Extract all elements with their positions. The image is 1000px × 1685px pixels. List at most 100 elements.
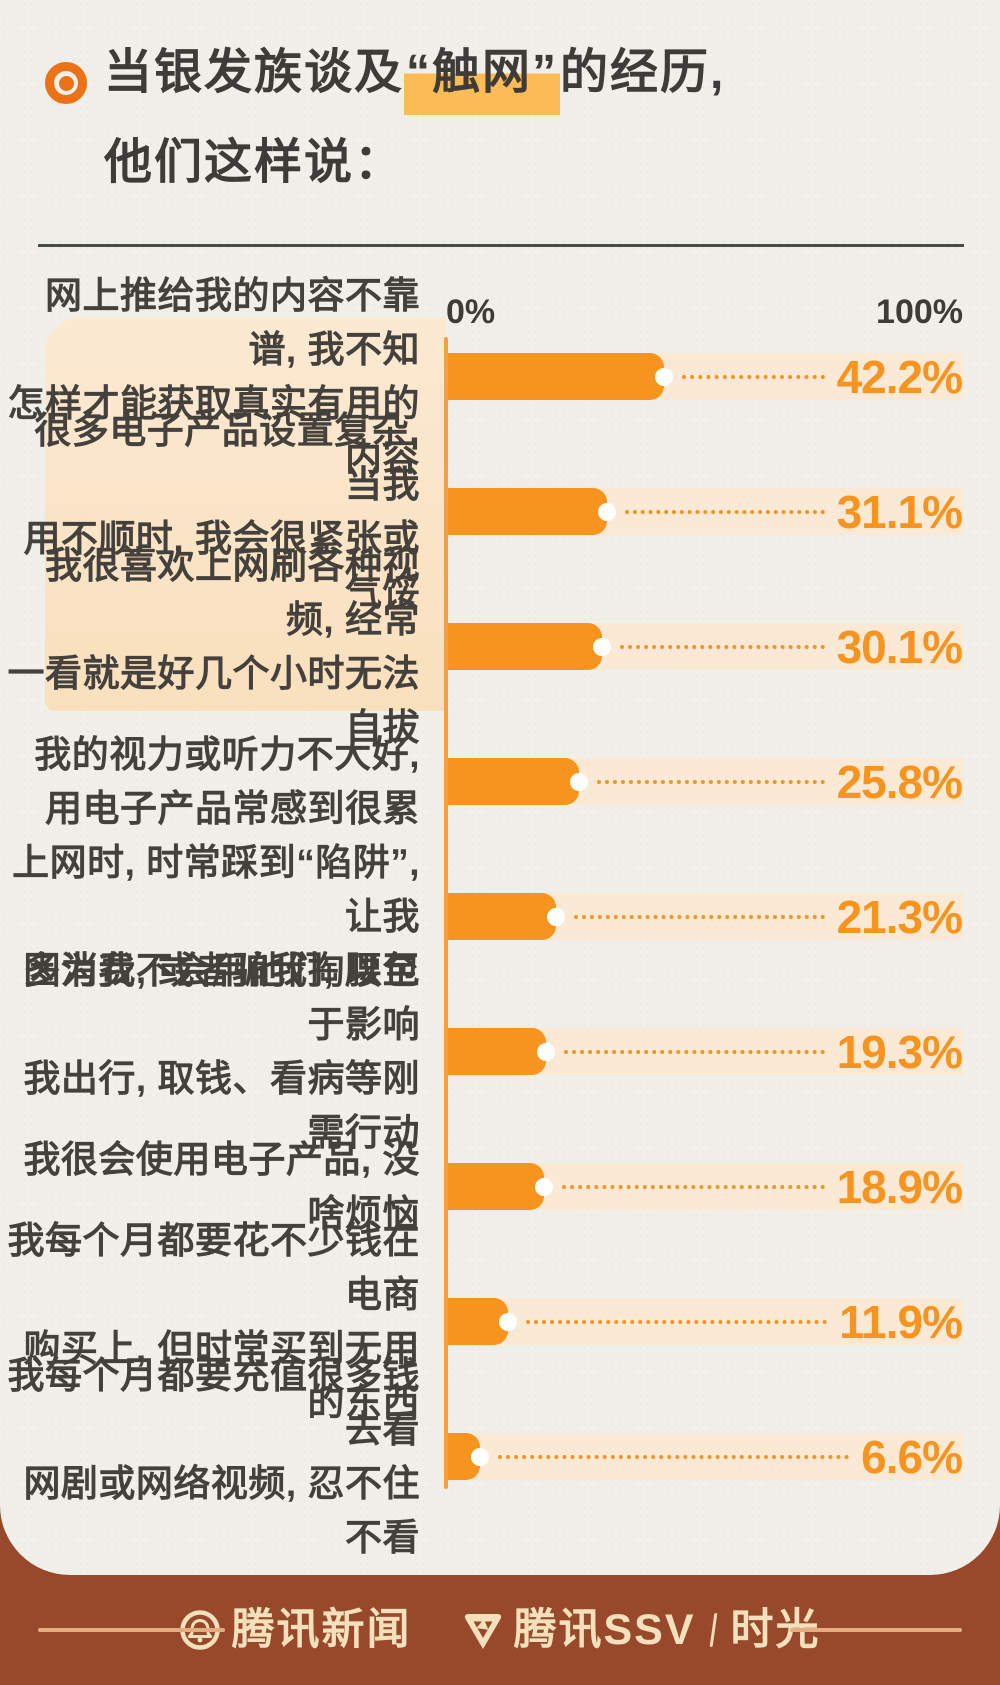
bar xyxy=(446,353,674,400)
bar-endpoint-dot xyxy=(471,1447,490,1466)
row-label-line: 我很会使用电子产品, 没啥烦恼 xyxy=(23,1138,420,1234)
footer-brand-tencent-ssv: 腾讯SSV xyxy=(513,1605,696,1654)
value-label: 31.1% xyxy=(836,485,963,538)
row-label-line: 网上推给我的内容不靠谱, 我不知 xyxy=(45,274,420,370)
value-label: 18.9% xyxy=(836,1160,963,1213)
leader-line xyxy=(561,1184,825,1189)
leader-line xyxy=(525,1319,828,1324)
row-label-line: 用电子产品常感到很累 xyxy=(45,787,420,829)
leader-line xyxy=(597,779,825,784)
row-label-line: 网剧或网络视频, 忍不住不看 xyxy=(23,1462,420,1558)
row-label-line: 上网时, 时常踩到“陷阱”, 让我 xyxy=(12,841,420,937)
title-suffix: 的经历, xyxy=(560,46,726,99)
row-label-line: 一看就是好几个小时无法自拔 xyxy=(7,652,420,748)
infographic-card: 当银发族谈及“触网”的经历, 他们这样说： 0% 100% 网上推给我的内容不靠谱… xyxy=(0,0,1000,1575)
row-label-line: 很多电子产品设置复杂, 当我 xyxy=(34,409,420,505)
chart-row: 网上推给我的内容不靠谱, 我不知 怎样才能获取真实有用的内容 42.2% xyxy=(0,275,1000,478)
value-label: 11.9% xyxy=(839,1295,963,1348)
chart-row: 我很会使用电子产品, 没啥烦恼 18.9% xyxy=(0,1119,1000,1254)
chart-row: 我每个月都要花不少钱在电商 购买上, 但时常买到无用的东西 11.9% xyxy=(0,1220,1000,1423)
value-label: 42.2% xyxy=(836,350,963,403)
leader-line xyxy=(682,374,825,379)
footer-brand-tencent-news: 腾讯新闻 xyxy=(231,1605,412,1654)
axis-labels: 0% 100% xyxy=(446,293,963,332)
divider-line xyxy=(38,244,964,247)
row-label-line: 我出行, 取钱、看病等刚需行动 xyxy=(23,1057,420,1153)
bar-endpoint-dot xyxy=(534,1177,553,1196)
leader-line xyxy=(574,914,825,919)
bar xyxy=(446,623,611,670)
row-label: 很多电子产品设置复杂, 当我 用不顺时, 我会很紧张或气馁 xyxy=(0,404,446,620)
axis-baseline xyxy=(444,337,448,1489)
bar-endpoint-dot xyxy=(570,772,589,791)
value-label: 6.6% xyxy=(861,1430,963,1483)
row-label-line: 用不顺时, 我会很紧张或气馁 xyxy=(23,517,420,613)
row-label: 我每个月都要花不少钱在电商 购买上, 但时常买到无用的东西 xyxy=(0,1214,446,1430)
bar-endpoint-dot xyxy=(536,1042,555,1061)
title-line2: 他们这样说： xyxy=(104,136,405,189)
row-label-line: 我的视力或听力不大好, xyxy=(34,733,420,775)
bar-track: 19.3% xyxy=(446,1028,963,1075)
bar xyxy=(446,1163,553,1210)
title-highlight: “触网” xyxy=(404,46,561,115)
bar-endpoint-dot xyxy=(592,637,611,656)
bar-track: 25.8% xyxy=(446,758,963,805)
tencent-ssv-shield-icon xyxy=(465,1614,502,1649)
row-label: 我每个月都要充值很多钱去看 网剧或网络视频, 忍不住不看 xyxy=(0,1349,446,1565)
bar-endpoint-dot xyxy=(655,367,674,386)
bar xyxy=(446,1433,490,1480)
chart-row: 因为我不会用他们, 以至于影响 我出行, 取钱、看病等刚需行动 19.3% xyxy=(0,950,1000,1153)
value-label: 19.3% xyxy=(836,1025,963,1078)
bar-track: 6.6% xyxy=(446,1433,963,1480)
leader-line xyxy=(498,1454,850,1459)
bar-track: 21.3% xyxy=(446,893,963,940)
bar-endpoint-dot xyxy=(597,502,616,521)
leader-line xyxy=(624,509,825,514)
bullseye-dot xyxy=(58,75,74,91)
row-label: 网上推给我的内容不靠谱, 我不知 怎样才能获取真实有用的内容 xyxy=(0,269,446,485)
footer-left-line xyxy=(38,1628,225,1632)
title-prefix: 当银发族谈及 xyxy=(104,46,405,99)
bar xyxy=(446,488,616,535)
row-label-line: 我很喜欢上网刷各种视频, 经常 xyxy=(45,544,420,640)
chart-row: 上网时, 时常踩到“陷阱”, 让我 多消费, 或者骗我掏腰包 21.3% xyxy=(0,842,1000,991)
axis-min-label: 0% xyxy=(446,293,496,331)
axis-max-label: 100% xyxy=(876,293,963,331)
bar xyxy=(446,758,589,805)
row-label: 因为我不会用他们, 以至于影响 我出行, 取钱、看病等刚需行动 xyxy=(0,944,446,1160)
footer-right-line xyxy=(790,1628,962,1632)
footer: 腾讯新闻 腾讯SSV 时光 xyxy=(0,1575,1000,1685)
bar-track: 30.1% xyxy=(446,623,963,670)
bar xyxy=(446,893,566,940)
footer-separator xyxy=(709,1613,717,1647)
row-label-line: 多消费, 或者骗我掏腰包 xyxy=(23,949,420,991)
leader-line xyxy=(563,1049,825,1054)
footer-brands: 腾讯新闻 腾讯SSV 时光 xyxy=(179,1605,820,1654)
row-label: 我的视力或听力不大好, 用电子产品常感到很累 xyxy=(0,728,446,836)
bar-endpoint-dot xyxy=(498,1312,517,1331)
row-label: 上网时, 时常踩到“陷阱”, 让我 多消费, 或者骗我掏腰包 xyxy=(0,836,446,998)
row-label-line: 我每个月都要花不少钱在电商 xyxy=(7,1219,420,1315)
value-label: 21.3% xyxy=(836,890,963,943)
bar-track: 31.1% xyxy=(446,488,963,535)
page-title: 当银发族谈及“触网”的经历, 他们这样说： xyxy=(104,28,984,208)
value-label: 25.8% xyxy=(836,755,963,808)
bar xyxy=(446,1028,555,1075)
bar-track: 18.9% xyxy=(446,1163,963,1210)
bar-chart: 网上推给我的内容不靠谱, 我不知 怎样才能获取真实有用的内容 42.2% 很多电… xyxy=(0,275,1000,1558)
row-label-line: 购买上, 但时常买到无用的东西 xyxy=(23,1327,420,1423)
row-label-line: 怎样才能获取真实有用的内容 xyxy=(7,382,420,478)
chart-row: 我的视力或听力不大好, 用电子产品常感到很累 25.8% xyxy=(0,714,1000,849)
leader-line xyxy=(619,644,825,649)
row-label: 我很会使用电子产品, 没啥烦恼 xyxy=(0,1133,446,1241)
row-label-line: 因为我不会用他们, 以至于影响 xyxy=(23,949,420,1045)
row-label: 我很喜欢上网刷各种视频, 经常 一看就是好几个小时无法自拔 xyxy=(0,539,446,755)
bullseye-icon xyxy=(45,62,87,104)
bar-track: 11.9% xyxy=(446,1298,963,1345)
bar xyxy=(446,1298,517,1345)
value-label: 30.1% xyxy=(836,620,963,673)
bar-track: 42.2% xyxy=(446,353,963,400)
label-highlight-panel xyxy=(45,317,446,711)
chart-row: 我很喜欢上网刷各种视频, 经常 一看就是好几个小时无法自拔 30.1% xyxy=(0,545,1000,748)
row-label-line: 我每个月都要充值很多钱去看 xyxy=(7,1354,420,1450)
